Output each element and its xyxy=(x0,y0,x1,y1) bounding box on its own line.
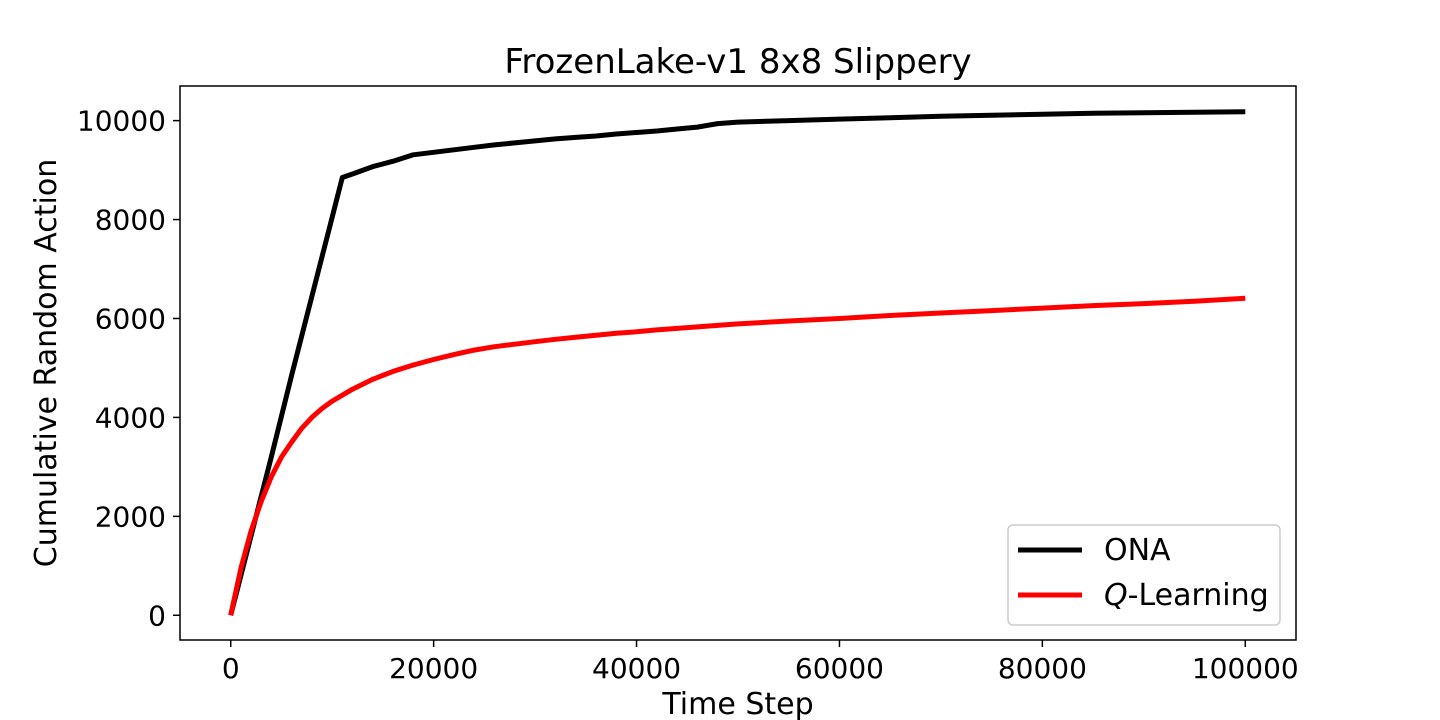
legend-label-joiner: - xyxy=(1128,578,1139,613)
series-line-1 xyxy=(228,295,1246,616)
legend-label-0: ONA xyxy=(1104,533,1171,568)
y-tick-label: 8000 xyxy=(95,204,166,237)
series-line-0 xyxy=(228,109,1246,616)
legend-label-name: ONA xyxy=(1104,533,1171,568)
chart-title: FrozenLake-v1 8x8 Slippery xyxy=(504,42,971,82)
y-tick-label: 0 xyxy=(148,599,166,632)
y-axis: 0 2000 4000 6000 8000 10000 xyxy=(77,105,180,632)
legend-label-1: Q-Learning xyxy=(1104,578,1269,613)
plot-frame xyxy=(179,85,1297,641)
x-tick-label: 100000 xyxy=(1192,652,1299,685)
x-tick-label: 60000 xyxy=(795,652,884,685)
legend-label-name: Learning xyxy=(1138,578,1268,613)
x-tick-label: 0 xyxy=(222,652,240,685)
legend-label-math-prefix: Q xyxy=(1104,578,1128,613)
y-tick-label: 6000 xyxy=(95,302,166,335)
y-tick-label: 4000 xyxy=(95,401,166,434)
x-tick-label: 80000 xyxy=(998,652,1087,685)
y-axis-title: Cumulative Random Action xyxy=(29,159,64,567)
legend: ONA Q-Learning xyxy=(1007,524,1281,626)
x-axis: 0 20000 40000 60000 80000 100000 xyxy=(222,640,1299,685)
y-tick-label: 10000 xyxy=(77,105,166,138)
x-tick-label: 20000 xyxy=(389,652,478,685)
y-tick-label: 2000 xyxy=(95,500,166,533)
x-axis-title: Time Step xyxy=(661,687,813,720)
plot-area xyxy=(228,109,1246,616)
x-tick-label: 40000 xyxy=(592,652,681,685)
